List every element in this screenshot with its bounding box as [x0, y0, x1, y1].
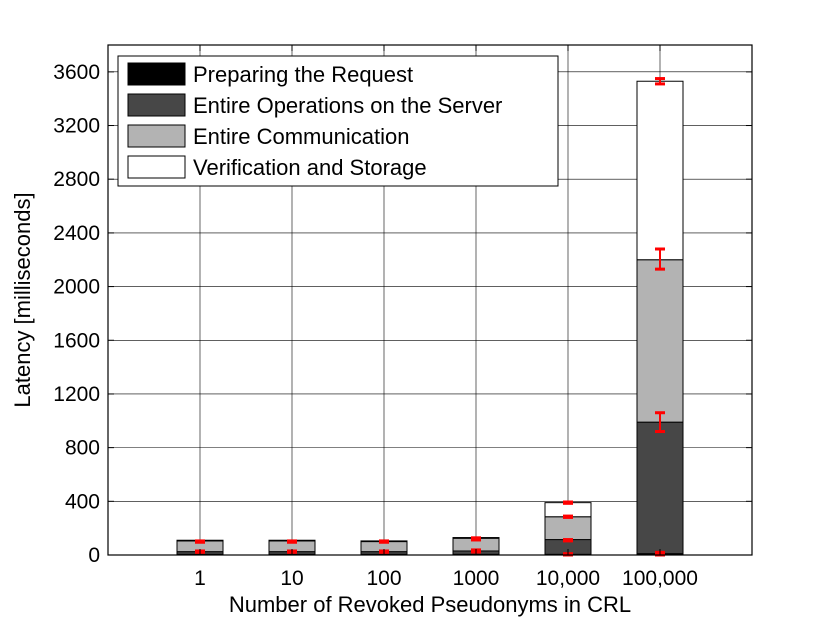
legend-label-communication: Entire Communication [193, 124, 409, 149]
y-axis-label: Latency [milliseconds] [10, 192, 35, 407]
legend-box [117, 55, 559, 187]
y-tick-label: 400 [65, 490, 100, 513]
legend-label-verification: Verification and Storage [193, 155, 427, 180]
y-tick-label: 3600 [53, 61, 100, 84]
legend-label-preparing: Preparing the Request [193, 62, 413, 87]
y-tick-label: 800 [65, 437, 100, 460]
bar-segment [636, 259, 684, 423]
x-tick-label: 10 [280, 567, 303, 590]
x-axis-label: Number of Revoked Pseudonyms in CRL [229, 592, 631, 617]
x-tick-label: 10,000 [536, 567, 600, 590]
x-tick-label: 1 [194, 567, 206, 590]
y-tick-label: 3200 [53, 115, 100, 138]
error-bar [287, 539, 297, 544]
y-tick-label: 1200 [53, 383, 100, 406]
error-bar [655, 77, 665, 86]
legend-swatch-server [127, 93, 186, 117]
y-tick-label: 1600 [53, 329, 100, 352]
error-bar [563, 500, 573, 505]
error-bar [471, 536, 481, 542]
x-tick-label: 100,000 [622, 567, 698, 590]
legend-label-server: Entire Operations on the Server [193, 93, 502, 118]
error-bar [563, 514, 573, 519]
y-tick-label: 2800 [53, 168, 100, 191]
error-bar [655, 247, 665, 271]
bar-segment [544, 516, 592, 541]
x-tick-label: 100 [366, 567, 401, 590]
y-tick-label: 2400 [53, 222, 100, 245]
legend: Preparing the Request Entire Operations … [117, 55, 559, 187]
legend-swatch-communication [127, 124, 186, 148]
legend-swatch-preparing [127, 62, 186, 86]
bar-segment [636, 421, 684, 555]
error-bar [379, 539, 389, 544]
legend-swatch-verification [127, 155, 186, 179]
error-bar [195, 539, 205, 544]
bar-segment [636, 80, 684, 261]
axis-ticks: 0 400 800 1200 1600 2000 2400 2800 3200 3600 1 10 10… [53, 45, 752, 590]
error-bar [563, 538, 573, 543]
y-tick-label: 0 [88, 544, 100, 567]
y-tick-label: 2000 [53, 276, 100, 299]
x-tick-label: 1000 [453, 567, 500, 590]
plot-frame [107, 44, 753, 556]
error-bar [655, 411, 665, 434]
